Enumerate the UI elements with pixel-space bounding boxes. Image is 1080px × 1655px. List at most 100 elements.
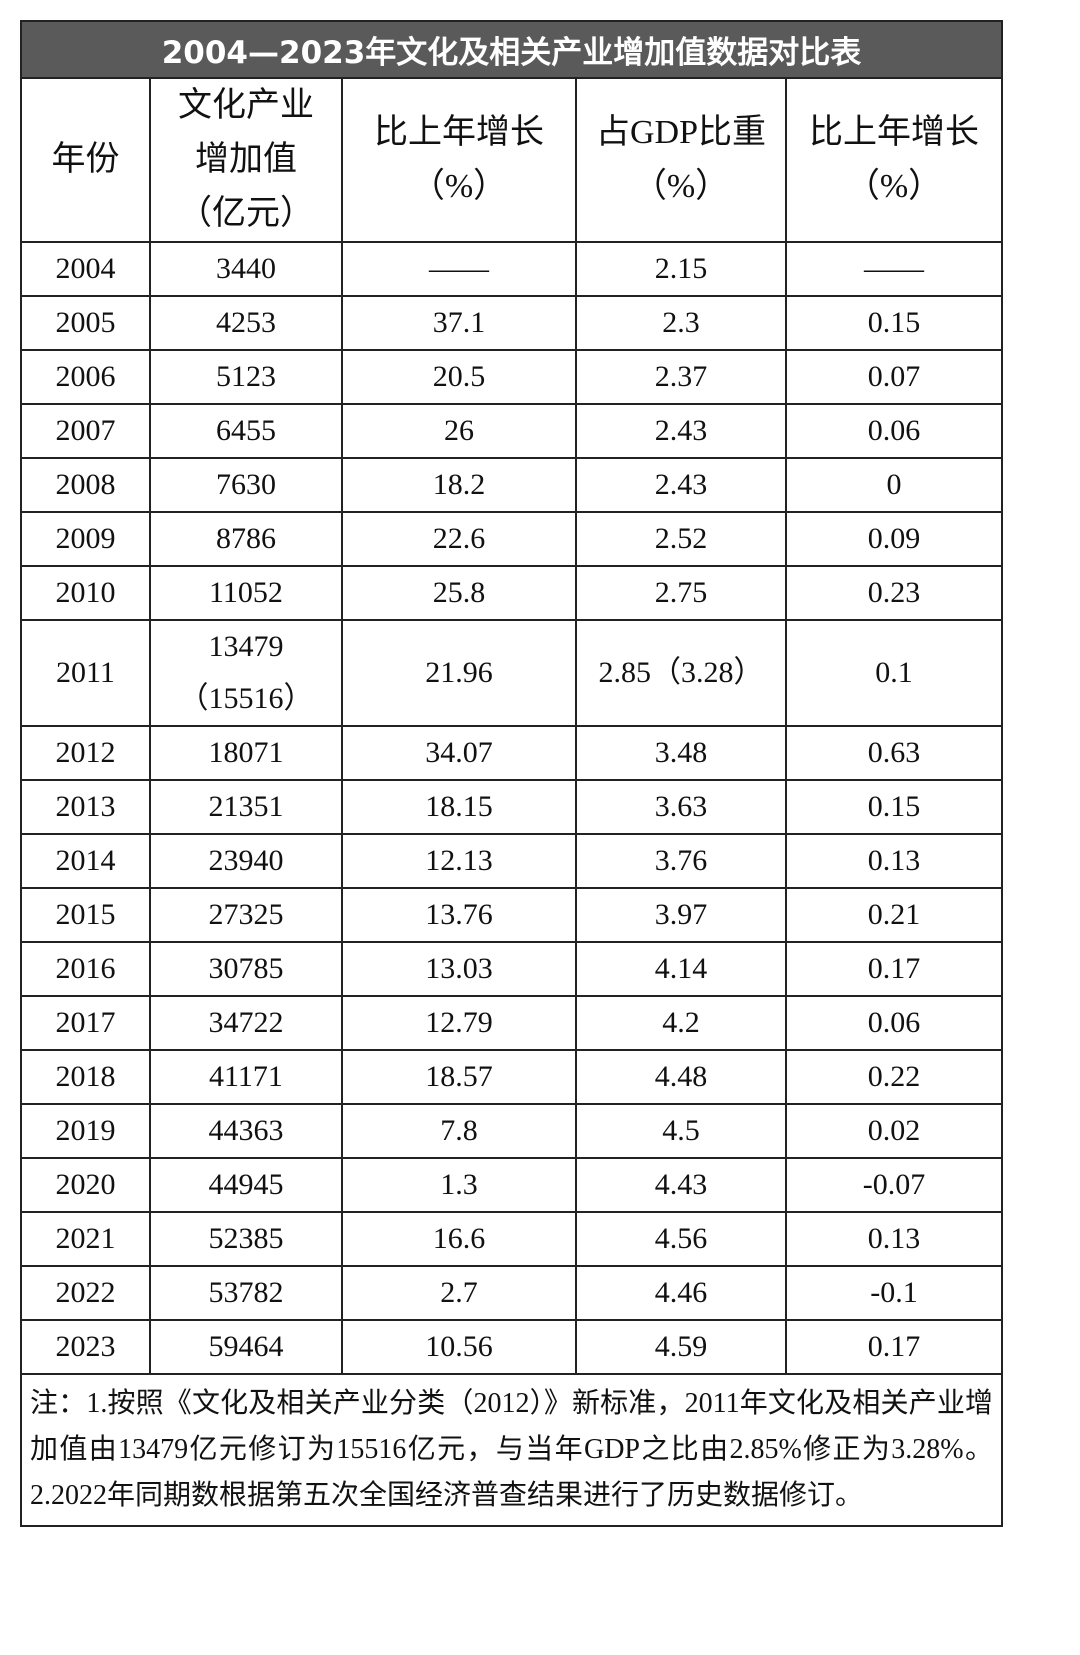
table-cell: 2.52 [575, 511, 787, 567]
table-cell: 59464 [149, 1319, 343, 1375]
table-cell: 3440 [149, 241, 343, 297]
table-cell: 0.17 [785, 941, 1001, 997]
cell-line: （%） [632, 168, 730, 205]
table-row: 2005 4253 37.1 2.3 0.15 [22, 295, 1001, 351]
table-cell: 2008 [22, 457, 151, 513]
table-cell: 0.22 [785, 1049, 1001, 1105]
table-cell: 2021 [22, 1211, 151, 1267]
table-row: 2020 44945 1.3 4.43 -0.07 [22, 1157, 1001, 1213]
table-cell: 2022 [22, 1265, 151, 1321]
table-cell: 22.6 [341, 511, 577, 567]
table-cell: 0.21 [785, 887, 1001, 943]
table-cell: 2.3 [575, 295, 787, 351]
table-cell: 12.79 [341, 995, 577, 1051]
table-row: 2015 27325 13.76 3.97 0.21 [22, 887, 1001, 943]
header-cell: 比上年增长 （%） [341, 79, 577, 243]
table-cell: 2.7 [341, 1265, 577, 1321]
table-cell: -0.07 [785, 1157, 1001, 1213]
table-cell: 0.09 [785, 511, 1001, 567]
header-cell: 文化产业增加值 （亿元） [149, 79, 343, 243]
table-cell: 10.56 [341, 1319, 577, 1375]
table-cell: 2020 [22, 1157, 151, 1213]
table-cell: 2017 [22, 995, 151, 1051]
table-row: 2014 23940 12.13 3.76 0.13 [22, 833, 1001, 889]
table-row: 2013 21351 18.15 3.63 0.15 [22, 779, 1001, 835]
table-cell: 23940 [149, 833, 343, 889]
table-cell: 0.63 [785, 725, 1001, 781]
table-cell: 2012 [22, 725, 151, 781]
table-cell: 4.5 [575, 1103, 787, 1159]
table-cell: 41171 [149, 1049, 343, 1105]
cell-line: （亿元） [178, 195, 314, 232]
table-cell: 2007 [22, 403, 151, 459]
cell-line: 文化产业 [178, 87, 314, 124]
cell-line: 年份 [51, 141, 120, 178]
table-cell: 21.96 [341, 619, 577, 727]
table-cell: 4.2 [575, 995, 787, 1051]
table-cell: 0.15 [785, 779, 1001, 835]
table-cell: 4.48 [575, 1049, 787, 1105]
table-row: 2010 11052 25.8 2.75 0.23 [22, 565, 1001, 621]
cell-line: 13479 [208, 630, 284, 663]
table-cell: 2013 [22, 779, 151, 835]
table-cell: 0.1 [785, 619, 1001, 727]
table-cell: 2011 [22, 619, 151, 727]
table-cell: 21351 [149, 779, 343, 835]
table-cell: 1.3 [341, 1157, 577, 1213]
table-cell: 4.46 [575, 1265, 787, 1321]
table-cell: 11052 [149, 565, 343, 621]
table-cell: 3.48 [575, 725, 787, 781]
table-cell: 53782 [149, 1265, 343, 1321]
table-cell: 2009 [22, 511, 151, 567]
table-cell: 2015 [22, 887, 151, 943]
table-cell: 2023 [22, 1319, 151, 1375]
table-cell: 30785 [149, 941, 343, 997]
table-cell: 27325 [149, 887, 343, 943]
cell-line: 增加值 [195, 141, 297, 178]
table-cell: 0.06 [785, 995, 1001, 1051]
table-cell: 2016 [22, 941, 151, 997]
table-cell: —— [785, 241, 1001, 297]
cell-line: （%） [410, 168, 508, 205]
header-cell: 比上年增长 （%） [785, 79, 1001, 243]
table-cell: 4.14 [575, 941, 787, 997]
table-title: 2004—2023年文化及相关产业增加值数据对比表 [22, 22, 1001, 79]
table-cell: -0.1 [785, 1265, 1001, 1321]
table-cell: 18071 [149, 725, 343, 781]
table-cell: 0.13 [785, 1211, 1001, 1267]
table-cell: 34.07 [341, 725, 577, 781]
table-cell: 12.13 [341, 833, 577, 889]
cell-line: 比上年增长 [809, 114, 979, 151]
note: 注：1.按照《文化及相关产业分类（2012）》新标准，2011年文化及相关产业增… [30, 1388, 993, 1511]
cell-line: 占GDP比重 [595, 114, 767, 151]
table-row: 2006 5123 20.5 2.37 0.07 [22, 349, 1001, 405]
table-cell: 0.07 [785, 349, 1001, 405]
header-cell: 年份 [22, 79, 151, 243]
table-body: 2004 3440 —— 2.15 —— 2005 4253 37.1 2.3 0.15 2006 5… [22, 241, 1001, 1375]
table-cell: 0.13 [785, 833, 1001, 889]
table-row: 2007 6455 26 2.43 0.06 [22, 403, 1001, 459]
table-row: 2004 3440 —— 2.15 —— [22, 241, 1001, 297]
table-cell: 0 [785, 457, 1001, 513]
table-cell: 18.57 [341, 1049, 577, 1105]
table-cell: 2018 [22, 1049, 151, 1105]
table-cell: 20.5 [341, 349, 577, 405]
table-cell: 3.97 [575, 887, 787, 943]
table-cell: 34722 [149, 995, 343, 1051]
table-cell: —— [341, 241, 577, 297]
cell-line: （15516） [178, 682, 314, 715]
table-cell: 2.75 [575, 565, 787, 621]
table-cell: 4.59 [575, 1319, 787, 1375]
table-cell: 2.85（3.28） [575, 619, 787, 727]
table-row: 2011 13479 （15516） 21.96 2.85（3.28） 0.1 [22, 619, 1001, 727]
table-cell: 0.15 [785, 295, 1001, 351]
table-cell: 2006 [22, 349, 151, 405]
table-row: 2008 7630 18.2 2.43 0 [22, 457, 1001, 513]
table-cell: 2.15 [575, 241, 787, 297]
table-row: 2012 18071 34.07 3.48 0.63 [22, 725, 1001, 781]
table-cell: 5123 [149, 349, 343, 405]
data-table: 年份 文化产业 增加值 （亿元） 比上年增长 （%） 占GDP比重 （%） 比上年增长 （%） 2… [22, 79, 1001, 1375]
table-head: 年份 文化产业 增加值 （亿元） 比上年增长 （%） 占GDP比重 （%） 比上年增长 （%） [22, 79, 1001, 243]
table-cell: 0.17 [785, 1319, 1001, 1375]
